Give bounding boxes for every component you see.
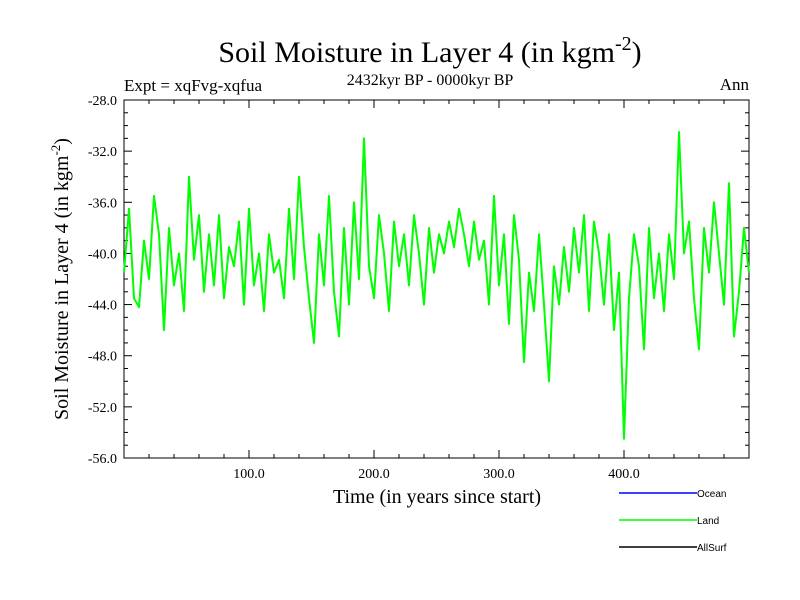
legend-label-ocean: Ocean	[697, 489, 726, 500]
y-tick-label: -52.0	[88, 401, 117, 416]
legend-label-allsurf: AllSurf	[697, 543, 727, 554]
x-tick-label: 200.0	[358, 467, 390, 482]
y-axis-label-close: )	[51, 138, 73, 145]
chart-title: Soil Moisture in Layer 4 (in kgm-2)	[218, 33, 641, 69]
series-line-land	[123, 131, 750, 440]
y-tick-label: -32.0	[88, 145, 117, 160]
y-axis-label-text: Soil Moisture in Layer 4 (in kgm	[51, 155, 73, 420]
chart-title-text: Soil Moisture in Layer 4 (in kgm	[218, 36, 615, 69]
legend: Ocean Land AllSurf	[619, 489, 727, 554]
y-tick-label: -36.0	[88, 196, 117, 211]
chart-subtitle: 2432kyr BP - 0000kyr BP	[347, 72, 514, 89]
chart-title-close: )	[632, 36, 642, 69]
x-tick-label: 100.0	[233, 467, 265, 482]
legend-label-land: Land	[697, 516, 719, 527]
y-tick-label: -44.0	[88, 299, 117, 314]
y-axis: -28.0 -32.0 -36.0 -40.0 -44.0 -48.0 -52.0 -56.0	[88, 94, 749, 467]
y-axis-label-superscript: -2	[48, 145, 63, 156]
x-axis-label: Time (in years since start)	[333, 486, 541, 508]
experiment-label: Expt = xqFvg-xqfua	[124, 76, 262, 95]
chart-title-superscript: -2	[615, 33, 632, 55]
y-tick-label: -56.0	[88, 452, 117, 467]
y-tick-label: -40.0	[88, 247, 117, 262]
y-tick-label: -28.0	[88, 94, 117, 109]
series-layer	[123, 131, 750, 440]
x-tick-label: 400.0	[608, 467, 640, 482]
x-tick-label: 300.0	[483, 467, 515, 482]
y-axis-label: Soil Moisture in Layer 4 (in kgm-2)	[48, 138, 73, 420]
period-label: Ann	[720, 75, 750, 94]
x-axis: 100.0 200.0 300.0 400.0	[148, 100, 725, 482]
y-tick-label: -48.0	[88, 350, 117, 365]
